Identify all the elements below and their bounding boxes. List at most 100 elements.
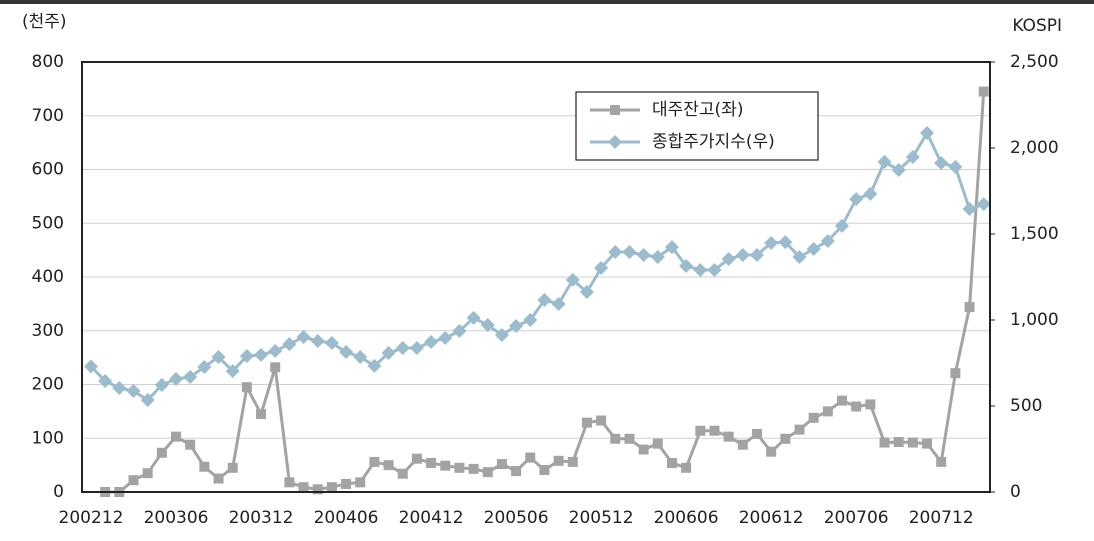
marker — [950, 368, 961, 379]
marker — [98, 374, 113, 389]
legend-label: 대주잔고(좌) — [652, 100, 743, 120]
y2-tick-label: 500 — [1010, 396, 1042, 416]
y2-tick-label: 2,000 — [1010, 138, 1059, 158]
marker — [254, 347, 269, 362]
marker — [922, 438, 933, 449]
marker — [624, 433, 635, 444]
marker — [723, 431, 734, 442]
marker — [778, 235, 793, 250]
marker — [764, 235, 779, 250]
marker — [369, 456, 380, 467]
marker — [241, 382, 252, 393]
marker — [679, 258, 694, 273]
marker — [849, 192, 864, 207]
marker — [282, 337, 297, 352]
y-tick-label: 100 — [32, 428, 64, 448]
marker — [865, 399, 876, 410]
marker — [312, 484, 323, 495]
marker — [324, 336, 339, 351]
marker — [820, 234, 835, 249]
marker — [707, 262, 722, 277]
marker — [128, 475, 139, 486]
marker — [539, 464, 550, 475]
y2-axis-title: KOSPI — [1012, 16, 1062, 36]
marker — [551, 297, 566, 312]
marker — [112, 380, 127, 395]
marker — [851, 401, 862, 412]
marker — [199, 461, 210, 472]
marker — [438, 331, 453, 346]
marker — [766, 446, 777, 457]
x-tick-label: 200612 — [739, 508, 804, 528]
marker — [183, 369, 198, 384]
plot — [84, 86, 991, 497]
marker — [480, 317, 495, 332]
marker — [213, 473, 224, 484]
marker — [494, 327, 509, 342]
marker — [780, 433, 791, 444]
marker — [978, 86, 989, 97]
marker — [594, 261, 609, 276]
y-tick-label: 300 — [32, 321, 64, 341]
marker — [424, 335, 439, 350]
marker — [523, 313, 538, 327]
marker — [452, 324, 467, 339]
marker — [792, 250, 807, 265]
marker — [976, 197, 991, 212]
marker — [749, 247, 764, 262]
marker — [905, 149, 920, 164]
y-tick-label: 600 — [32, 160, 64, 180]
marker — [185, 439, 196, 450]
y-axis-title: (천주) — [22, 12, 67, 32]
plot-frame — [81, 61, 991, 493]
y-tick-label: 800 — [32, 52, 64, 72]
marker — [140, 392, 155, 407]
marker — [751, 428, 762, 439]
x-tick-label: 200312 — [229, 508, 294, 528]
marker — [565, 272, 580, 287]
marker — [567, 456, 578, 467]
marker — [239, 348, 254, 363]
marker — [197, 359, 212, 374]
legend-box — [575, 91, 819, 161]
x-tick-label: 200606 — [654, 508, 719, 528]
marker — [693, 262, 708, 277]
marker — [652, 438, 663, 449]
marker — [877, 154, 892, 169]
marker — [920, 126, 935, 141]
marker — [806, 241, 821, 256]
x-tick-label: 200506 — [484, 508, 549, 528]
marker — [511, 466, 522, 477]
marker — [440, 460, 451, 471]
marker — [907, 437, 918, 448]
marker — [310, 333, 325, 348]
marker — [466, 310, 481, 325]
marker — [411, 453, 422, 464]
marker — [171, 431, 182, 442]
y2-tick-label: 1,500 — [1010, 224, 1059, 244]
marker — [581, 417, 592, 428]
marker — [355, 477, 366, 488]
marker — [225, 364, 240, 379]
marker — [610, 433, 621, 444]
y2-tick-label: 2,500 — [1010, 52, 1059, 72]
marker — [622, 245, 637, 260]
marker — [596, 415, 607, 426]
marker — [636, 247, 651, 262]
marker — [879, 437, 890, 448]
marker — [169, 371, 184, 386]
legend-swatch — [608, 135, 622, 149]
marker — [341, 478, 352, 489]
marker — [863, 186, 878, 201]
legend-label: 종합주가지수(우) — [652, 132, 775, 152]
grid — [82, 61, 995, 493]
y2-tick-label: 0 — [1010, 482, 1021, 502]
marker — [650, 250, 665, 265]
marker — [891, 163, 906, 178]
marker — [270, 362, 281, 373]
marker — [154, 378, 169, 393]
marker — [579, 284, 594, 299]
marker — [962, 202, 977, 217]
marker — [268, 343, 283, 358]
